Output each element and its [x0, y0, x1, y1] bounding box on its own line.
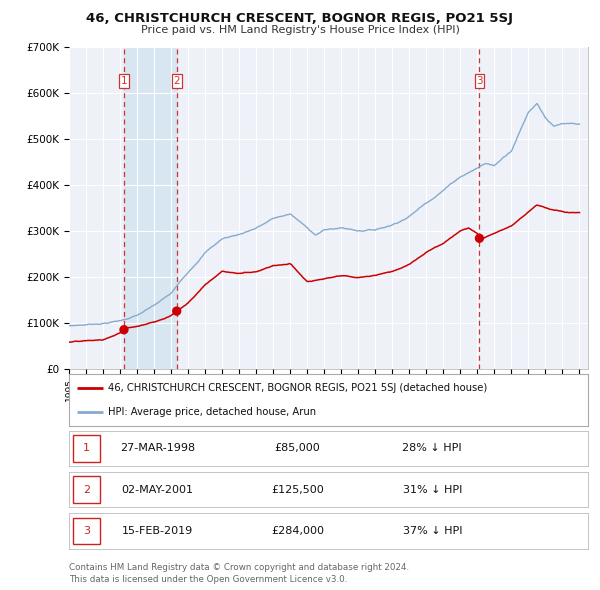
Text: 46, CHRISTCHURCH CRESCENT, BOGNOR REGIS, PO21 5SJ (detached house): 46, CHRISTCHURCH CRESCENT, BOGNOR REGIS,…: [108, 383, 487, 393]
Text: 31% ↓ HPI: 31% ↓ HPI: [403, 485, 462, 494]
Text: £125,500: £125,500: [271, 485, 324, 494]
FancyBboxPatch shape: [73, 435, 100, 462]
Text: 1: 1: [121, 76, 127, 86]
FancyBboxPatch shape: [73, 517, 100, 545]
Text: £85,000: £85,000: [274, 444, 320, 453]
Text: 15-FEB-2019: 15-FEB-2019: [122, 526, 193, 536]
FancyBboxPatch shape: [73, 476, 100, 503]
Point: [119, 325, 129, 335]
Text: 37% ↓ HPI: 37% ↓ HPI: [403, 526, 462, 536]
Text: 1: 1: [83, 444, 90, 453]
Text: 2: 2: [83, 485, 90, 494]
Text: 2: 2: [173, 76, 180, 86]
Text: 3: 3: [476, 76, 483, 86]
Point: [475, 234, 484, 243]
Bar: [124, 47, 177, 369]
Text: 28% ↓ HPI: 28% ↓ HPI: [403, 444, 462, 453]
Text: 46, CHRISTCHURCH CRESCENT, BOGNOR REGIS, PO21 5SJ: 46, CHRISTCHURCH CRESCENT, BOGNOR REGIS,…: [86, 12, 514, 25]
Text: 02-MAY-2001: 02-MAY-2001: [121, 485, 193, 494]
Text: HPI: Average price, detached house, Arun: HPI: Average price, detached house, Arun: [108, 407, 316, 417]
Text: £284,000: £284,000: [271, 526, 324, 536]
Point: [172, 306, 182, 316]
Text: 27-MAR-1998: 27-MAR-1998: [119, 444, 195, 453]
Text: Price paid vs. HM Land Registry's House Price Index (HPI): Price paid vs. HM Land Registry's House …: [140, 25, 460, 35]
Text: 3: 3: [83, 526, 90, 536]
Text: Contains HM Land Registry data © Crown copyright and database right 2024.
This d: Contains HM Land Registry data © Crown c…: [69, 563, 409, 584]
